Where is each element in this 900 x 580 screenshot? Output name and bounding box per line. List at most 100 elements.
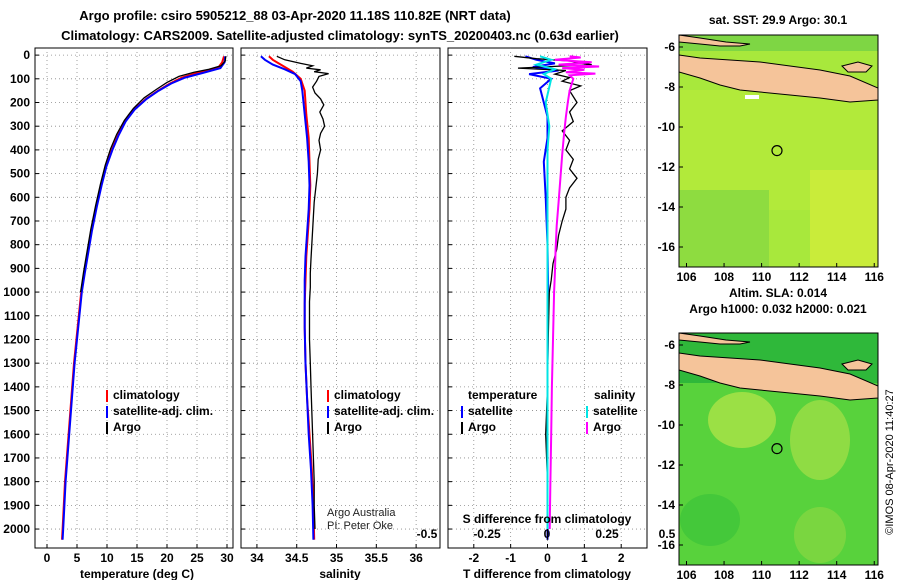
north-coast-land — [679, 35, 751, 47]
x-tick-label: -2 — [468, 551, 479, 565]
depth-tick-label: 500 — [10, 167, 30, 181]
sla-longitude-tick-labels: 106 108 110 112 114 116 — [676, 561, 884, 580]
latitude-tick-label: -6 — [664, 338, 675, 352]
depth-tick-label: 1900 — [3, 498, 30, 512]
madura-island-land — [841, 359, 873, 371]
x-tick-label: 2 — [618, 551, 625, 565]
salinity-grid — [241, 48, 440, 548]
latitude-tick-label: -14 — [658, 498, 676, 512]
depth-tick-labels: 0 100 200 300 400 500 600 700 800 900 1000 1100 1200… — [3, 48, 30, 536]
argo-australia-credit: Argo Australia — [327, 507, 396, 519]
legend-label-sal-satellite: satellite — [593, 404, 638, 418]
temperature-tick-labels: 0 5 10 15 20 25 30 — [44, 551, 234, 565]
x-tick-label: 35 — [330, 551, 344, 565]
x-tick-label: 36 — [409, 551, 423, 565]
latitude-tick-label: -16 — [658, 538, 676, 552]
north-coast-land — [679, 333, 751, 345]
longitude-tick-label: 106 — [676, 270, 696, 284]
s-difference-axis-label: S difference from climatology — [463, 512, 632, 526]
madura-island-land — [841, 61, 873, 73]
sst-longitude-tick-labels: 106 108 110 112 114 116 — [676, 263, 884, 284]
x-tick-label: 1 — [581, 551, 588, 565]
imos-credit-timestamp: ©IMOS 08-Apr-2020 11:40:27 — [884, 389, 896, 534]
depth-tick-label: 400 — [10, 143, 30, 157]
depth-tick-label: 1800 — [3, 475, 30, 489]
difference-legend: temperature salinity satellite Argo sate… — [461, 388, 638, 434]
depth-tick-label: 1100 — [4, 309, 30, 323]
longitude-tick-label: 112 — [789, 568, 809, 580]
x-tick-label: -1 — [505, 551, 516, 565]
series-line-satellite-adj-clim- — [61, 56, 227, 540]
s-diff-tick-label: 0.25 — [595, 527, 619, 541]
depth-tick-label: 1600 — [3, 427, 30, 441]
x-tick-label: 25 — [190, 551, 204, 565]
longitude-tick-label: 106 — [676, 568, 696, 580]
sla-map-frame — [678, 332, 879, 566]
salinity-legend: climatology satellite-adj. clim. Argo — [327, 388, 434, 434]
salinity-axes-frame — [240, 47, 441, 549]
salinity-axis-label: salinity — [319, 567, 361, 580]
legend-label-satellite-adj: satellite-adj. clim. — [334, 404, 434, 418]
legend-label-sal-argo: Argo — [593, 420, 621, 434]
depth-tick-label: 1400 — [3, 380, 30, 394]
depth-tick-label: 1500 — [3, 404, 30, 418]
sla-positive-eddy — [790, 400, 850, 480]
x-tick-label: 0 — [44, 551, 51, 565]
figure-subtitle: Climatology: CARS2009. Satellite-adjuste… — [61, 28, 619, 43]
salinity-series — [260, 55, 329, 540]
temperature-axis-label: temperature (deg C) — [80, 567, 194, 580]
depth-tick-label: 800 — [10, 238, 30, 252]
x-tick-label: 34 — [250, 551, 264, 565]
depth-tick-label: 1300 — [3, 356, 30, 370]
longitude-tick-label: 108 — [714, 270, 734, 284]
depth-tick-label: 2000 — [3, 522, 30, 536]
legend-header-temperature: temperature — [468, 388, 538, 402]
sst-map: sat. SST: 29.9 Argo: 30.1 -6-8-10-12-14-… — [658, 13, 885, 284]
legend-label-argo: Argo — [334, 420, 362, 434]
salinity-tick-labels: 34 34.5 35 35.5 36 — [250, 551, 423, 565]
depth-tick-label: 1000 — [3, 285, 30, 299]
longitude-tick-label: 114 — [827, 568, 847, 580]
sst-map-frame — [678, 34, 879, 268]
legend-label-temp-argo: Argo — [468, 420, 496, 434]
legend-label-temp-satellite: satellite — [468, 404, 513, 418]
latitude-tick-label: -6 — [664, 40, 675, 54]
series-line-climatology — [268, 55, 316, 540]
temperature-panel: 0100200300400500600700800900100011001200… — [3, 47, 234, 580]
latitude-tick-label: -12 — [658, 160, 676, 174]
salinity-panel: 34 34.5 35 35.5 36 salinity climatology sate… — [240, 47, 441, 580]
sla-map-subtitle: Argo h1000: 0.032 h2000: 0.021 — [689, 302, 867, 316]
series-line-salinity-satellite — [532, 55, 558, 529]
sla-map: Altim. SLA: 0.014 Argo h1000: 0.032 h200… — [658, 286, 885, 580]
depth-tick-label: 200 — [10, 96, 30, 110]
x-tick-label: 15 — [130, 551, 144, 565]
latitude-tick-label: -8 — [664, 80, 675, 94]
difference-panel: -2 -1 0 1 2 -0.5 -0.25 0 0.25 0.5 T difference f… — [417, 47, 676, 580]
sst-cool-patch — [679, 190, 769, 267]
legend-header-salinity: salinity — [594, 388, 636, 402]
depth-tick-label: 0 — [23, 48, 30, 62]
s-diff-tick-label: -0.5 — [417, 527, 438, 541]
x-tick-label: 30 — [220, 551, 234, 565]
missing-data-patch — [745, 95, 759, 99]
longitude-tick-label: 110 — [752, 270, 772, 284]
sla-map-title: Altim. SLA: 0.014 — [729, 286, 827, 300]
latitude-tick-label: -12 — [658, 458, 676, 472]
argo-float-position-marker — [771, 443, 783, 455]
x-tick-label: 20 — [160, 551, 174, 565]
legend-label-satellite-adj: satellite-adj. clim. — [113, 404, 213, 418]
x-tick-label: 0 — [544, 551, 551, 565]
t-difference-tick-labels: -2 -1 0 1 2 — [468, 551, 624, 565]
temperature-axes-frame — [34, 47, 234, 549]
depth-tick-label: 1700 — [3, 451, 30, 465]
sst-north-cool-strip — [679, 35, 878, 51]
s-diff-tick-label: -0.25 — [473, 527, 501, 541]
x-tick-label: 34.5 — [285, 551, 309, 565]
series-line-satellite-adj-clim- — [260, 55, 315, 540]
legend-label-climatology: climatology — [334, 388, 401, 402]
sst-latitude-tick-labels: -6 -8 -10 -12 -14 -16 — [658, 40, 683, 254]
series-line-argo — [276, 55, 329, 530]
longitude-tick-label: 110 — [752, 568, 772, 580]
latitude-tick-label: -16 — [658, 240, 676, 254]
